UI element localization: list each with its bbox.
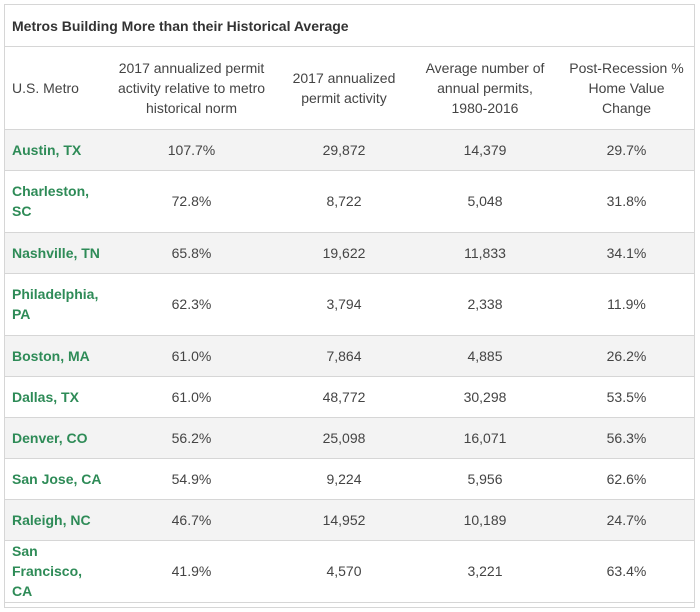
home-value-cell: 56.3% xyxy=(606,429,647,446)
metro-link[interactable]: Boston, MA xyxy=(12,347,90,364)
home-value-cell: 31.8% xyxy=(606,193,647,209)
activity-cell: 19,622 xyxy=(322,244,366,261)
table-row: Dallas, TX 61.0% 48,772 30,298 53.5% xyxy=(5,376,694,417)
activity-cell: 29,872 xyxy=(322,141,366,158)
relative-cell: 72.8% xyxy=(171,193,212,209)
table-row: Nashville, TN 65.8% 19,622 11,833 34.1% xyxy=(5,232,694,273)
relative-cell: 61.0% xyxy=(171,388,212,405)
table-row: Charleston, SC 72.8% 8,722 5,048 31.8% xyxy=(5,170,694,232)
home-value-cell: 26.2% xyxy=(606,347,647,364)
table-row: San Jose, CA 54.9% 9,224 5,956 62.6% xyxy=(5,458,694,499)
average-cell: 5,956 xyxy=(467,470,503,487)
metro-link[interactable]: San Jose, CA xyxy=(12,470,102,487)
table-title: Metros Building More than their Historic… xyxy=(5,5,694,47)
header-relative-activity: 2017 annualized permit activity relative… xyxy=(108,47,275,130)
table-row: Boston, MA 61.0% 7,864 4,885 26.2% xyxy=(5,335,694,376)
header-row: U.S. Metro 2017 annualized permit activi… xyxy=(5,47,694,130)
activity-cell: 48,772 xyxy=(322,388,366,405)
home-value-cell: 24.7% xyxy=(606,511,647,528)
activity-cell: 9,224 xyxy=(326,470,362,487)
relative-cell: 107.7% xyxy=(167,141,216,158)
average-cell: 30,298 xyxy=(463,388,507,405)
metro-link[interactable]: Philadelphia, PA xyxy=(12,286,99,322)
activity-cell: 14,952 xyxy=(322,511,366,528)
header-average-permits: Average number of annual permits, 1980-2… xyxy=(413,47,557,130)
average-cell: 3,221 xyxy=(467,563,503,579)
table-row: Denver, CO 56.2% 25,098 16,071 56.3% xyxy=(5,417,694,458)
home-value-cell: 53.5% xyxy=(606,388,647,405)
table-row: Raleigh, NC 46.7% 14,952 10,189 24.7% xyxy=(5,499,694,540)
home-value-cell: 11.9% xyxy=(607,296,646,312)
table-row: San Francisco, CA 41.9% 4,570 3,221 63.4… xyxy=(5,540,694,602)
activity-cell: 4,570 xyxy=(326,563,362,579)
metro-link[interactable]: Charleston, SC xyxy=(12,183,90,219)
average-cell: 16,071 xyxy=(463,429,507,446)
relative-cell: 62.3% xyxy=(171,296,212,312)
header-home-value-change: Post-Recession % Home Value Change xyxy=(557,47,694,130)
permits-table: U.S. Metro 2017 annualized permit activi… xyxy=(5,47,694,603)
metro-link[interactable]: Austin, TX xyxy=(12,141,82,158)
relative-cell: 46.7% xyxy=(171,511,212,528)
relative-cell: 41.9% xyxy=(171,563,212,579)
metro-link[interactable]: Raleigh, NC xyxy=(12,511,91,528)
metro-link[interactable]: Denver, CO xyxy=(12,429,88,446)
average-cell: 4,885 xyxy=(467,347,503,364)
metro-link[interactable]: Nashville, TN xyxy=(12,244,100,261)
average-cell: 14,379 xyxy=(463,141,507,158)
activity-cell: 8,722 xyxy=(326,193,362,209)
relative-cell: 61.0% xyxy=(171,347,212,364)
table-row: Austin, TX 107.7% 29,872 14,379 29.7% xyxy=(5,129,694,170)
activity-cell: 25,098 xyxy=(322,429,366,446)
average-cell: 10,189 xyxy=(463,511,507,528)
relative-cell: 56.2% xyxy=(171,429,212,446)
activity-cell: 7,864 xyxy=(326,347,362,364)
metro-link[interactable]: San Francisco, CA xyxy=(12,543,83,599)
metro-link[interactable]: Dallas, TX xyxy=(12,388,79,405)
home-value-cell: 63.4% xyxy=(606,563,647,579)
header-metro: U.S. Metro xyxy=(5,47,108,130)
relative-cell: 54.9% xyxy=(171,470,212,487)
permits-table-container: Metros Building More than their Historic… xyxy=(4,4,695,608)
average-cell: 2,338 xyxy=(467,296,503,312)
average-cell: 5,048 xyxy=(467,193,503,209)
header-annualized-activity: 2017 annualized permit activity xyxy=(275,47,413,130)
activity-cell: 3,794 xyxy=(326,296,362,312)
home-value-cell: 29.7% xyxy=(606,141,647,158)
home-value-cell: 62.6% xyxy=(606,470,647,487)
home-value-cell: 34.1% xyxy=(606,244,647,261)
average-cell: 11,833 xyxy=(464,244,506,261)
relative-cell: 65.8% xyxy=(171,244,212,261)
table-row: Philadelphia, PA 62.3% 3,794 2,338 11.9% xyxy=(5,273,694,335)
